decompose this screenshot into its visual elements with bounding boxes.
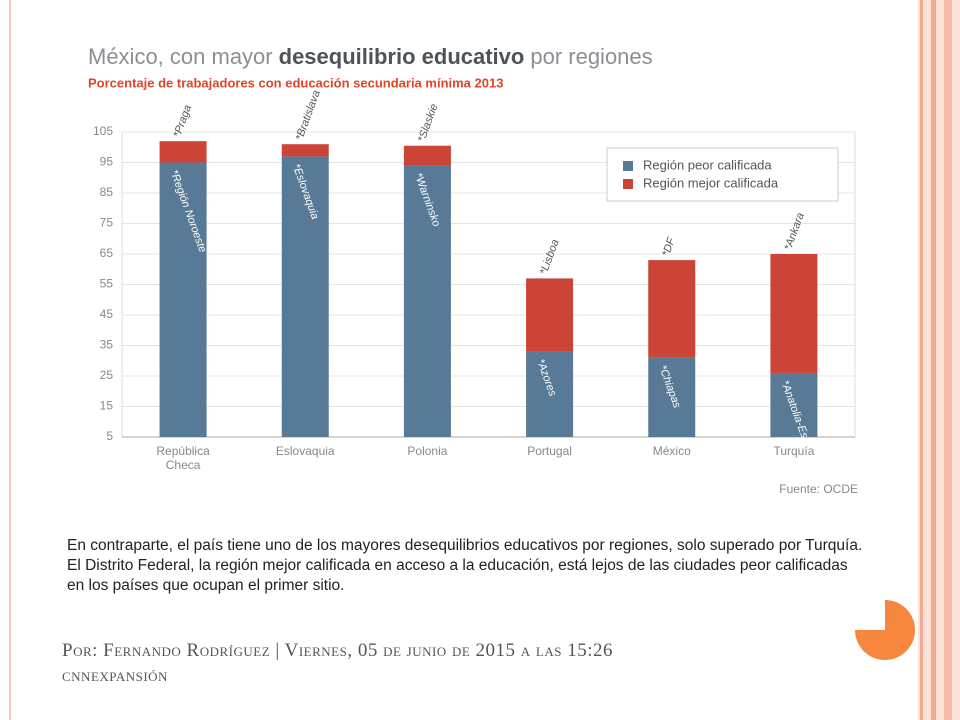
bar-segment bbox=[526, 351, 574, 437]
corner-ornament bbox=[855, 600, 915, 660]
source: Fuente: OCDE bbox=[779, 482, 858, 496]
x-tick-label: Portugal bbox=[527, 444, 572, 458]
title-part: desequilibrio educativo bbox=[279, 44, 525, 69]
x-tick-label: México bbox=[653, 444, 691, 458]
x-tick-label: Eslovaquia bbox=[276, 444, 335, 458]
side-stripe bbox=[920, 0, 923, 720]
x-tick-line: Portugal bbox=[527, 444, 572, 458]
y-tick-label: 55 bbox=[100, 277, 114, 291]
region-label: *Ankara bbox=[782, 211, 807, 252]
region-label: *Praga bbox=[171, 103, 194, 139]
region-label: *Bratislava bbox=[294, 89, 323, 143]
title-part: México, con mayor bbox=[88, 44, 273, 69]
chart-subtitle: Porcentaje de trabajadores con educación… bbox=[88, 75, 503, 90]
x-tick-line: Turquía bbox=[773, 444, 814, 458]
bar-segment bbox=[648, 260, 696, 358]
x-tick-label: República Checa bbox=[156, 444, 210, 472]
chart-title: México, con mayor desequilibrio educativo… bbox=[88, 44, 653, 69]
y-tick-label: 85 bbox=[100, 185, 114, 199]
x-tick-label: Turquía bbox=[773, 444, 814, 458]
x-tick-line: Checa bbox=[166, 458, 201, 472]
bar-segment bbox=[648, 357, 696, 437]
side-stripe bbox=[944, 0, 952, 720]
x-tick-line: México bbox=[653, 444, 691, 458]
bar-segment bbox=[281, 144, 329, 157]
side-band bbox=[918, 0, 960, 720]
y-tick-label: 45 bbox=[100, 307, 114, 321]
side-stripe bbox=[931, 0, 936, 720]
bar-segment bbox=[403, 165, 451, 438]
paragraph: En contraparte, el país tiene uno de los… bbox=[67, 537, 863, 594]
y-tick-label: 15 bbox=[100, 399, 114, 413]
bar-segment bbox=[770, 372, 818, 437]
bar-segment bbox=[526, 278, 574, 352]
x-tick-line: República bbox=[156, 444, 210, 458]
legend-label: Región mejor calificada bbox=[643, 175, 779, 190]
y-tick-label: 35 bbox=[100, 338, 114, 352]
y-tick-label: 65 bbox=[100, 246, 114, 260]
y-tick-label: 95 bbox=[100, 155, 114, 169]
y-tick-label: 25 bbox=[100, 368, 114, 382]
outlet: cnnexpansión bbox=[62, 665, 168, 686]
region-label: *Slaskie bbox=[416, 102, 441, 143]
title-part: por regiones bbox=[530, 44, 652, 69]
legend-swatch bbox=[623, 179, 633, 189]
legend-label: Región peor calificada bbox=[643, 157, 772, 172]
y-tick-label: 105 bbox=[93, 124, 113, 138]
x-tick-line: Polonia bbox=[407, 444, 447, 458]
byline: Por: Fernando Rodríguez | Viernes, 05 de… bbox=[62, 640, 614, 661]
bar-segment bbox=[159, 141, 207, 163]
region-label: *Lisboa bbox=[538, 238, 562, 277]
x-tick-label: Polonia bbox=[407, 444, 447, 458]
region-label: *DF bbox=[660, 235, 678, 258]
bar-segment bbox=[403, 145, 451, 166]
legend-swatch bbox=[623, 161, 633, 171]
bar-segment bbox=[281, 156, 329, 437]
y-tick-label: 5 bbox=[106, 429, 113, 443]
legend-box bbox=[606, 147, 839, 202]
bar-segment bbox=[770, 254, 818, 373]
y-tick-label: 75 bbox=[100, 216, 114, 230]
x-tick-line: Eslovaquia bbox=[276, 444, 335, 458]
bar-segment bbox=[159, 162, 207, 437]
